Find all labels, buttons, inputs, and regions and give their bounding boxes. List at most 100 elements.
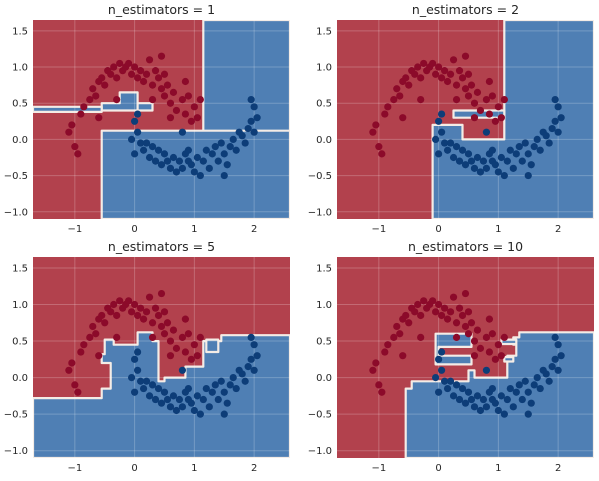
point-class-red bbox=[145, 293, 154, 301]
point-class-blue bbox=[190, 406, 198, 415]
point-class-red bbox=[107, 308, 115, 316]
point-class-blue bbox=[229, 135, 237, 143]
point-class-blue bbox=[220, 410, 228, 418]
point-class-red bbox=[414, 300, 422, 309]
point-class-blue bbox=[435, 388, 443, 396]
point-class-blue bbox=[178, 128, 187, 136]
y-tick-label: 1.0 bbox=[316, 300, 332, 311]
point-class-red bbox=[181, 315, 190, 323]
point-class-red bbox=[151, 67, 160, 75]
point-class-blue bbox=[238, 370, 246, 378]
point-class-red bbox=[65, 128, 73, 136]
point-class-blue bbox=[548, 363, 556, 371]
point-class-red bbox=[157, 322, 166, 331]
x-tick-label: 1 bbox=[495, 463, 501, 474]
point-class-red bbox=[166, 114, 175, 122]
point-class-blue bbox=[521, 377, 529, 385]
point-class-red bbox=[136, 304, 145, 312]
point-class-blue bbox=[199, 395, 207, 404]
point-class-blue bbox=[154, 146, 163, 154]
point-class-red bbox=[131, 300, 139, 309]
point-class-blue bbox=[551, 333, 559, 341]
point-class-red bbox=[390, 333, 398, 341]
point-class-red bbox=[178, 96, 187, 104]
point-class-blue bbox=[133, 110, 142, 118]
point-class-blue bbox=[217, 377, 225, 385]
point-class-red bbox=[452, 81, 461, 89]
point-class-red bbox=[184, 92, 192, 100]
point-class-red bbox=[449, 293, 458, 301]
point-class-blue bbox=[253, 114, 261, 122]
y-tick-label: 0.5 bbox=[316, 99, 332, 110]
point-class-red bbox=[116, 297, 124, 305]
point-class-red bbox=[86, 96, 94, 104]
point-class-blue bbox=[470, 403, 479, 411]
point-class-red bbox=[142, 70, 151, 78]
point-class-red bbox=[435, 63, 443, 71]
point-class-blue bbox=[131, 355, 139, 363]
point-class-blue bbox=[479, 157, 488, 165]
point-class-blue bbox=[220, 150, 228, 158]
point-class-red bbox=[437, 74, 446, 82]
point-class-blue bbox=[154, 384, 163, 393]
point-class-red bbox=[101, 319, 109, 327]
point-class-blue bbox=[437, 110, 446, 118]
subplot-2: n_estimators = 2 −1 0 1 2 −1.0 −0.5 0.0 0.5 1.0 1.… bbox=[308, 2, 594, 235]
point-class-red bbox=[458, 311, 467, 320]
point-class-blue bbox=[515, 143, 523, 151]
subplot-title: n_estimators = 10 bbox=[408, 239, 523, 254]
point-class-red bbox=[417, 311, 425, 320]
point-class-red bbox=[166, 352, 175, 360]
subplot-title: n_estimators = 1 bbox=[108, 2, 215, 17]
point-class-blue bbox=[500, 171, 508, 180]
plot-area bbox=[33, 20, 290, 219]
point-class-red bbox=[455, 67, 464, 75]
point-class-blue bbox=[452, 381, 461, 389]
point-class-red bbox=[369, 366, 377, 374]
region-blue bbox=[503, 356, 515, 363]
point-class-red bbox=[375, 381, 383, 389]
point-class-blue bbox=[133, 348, 142, 356]
point-class-blue bbox=[214, 157, 222, 165]
point-class-red bbox=[172, 344, 181, 352]
point-class-blue bbox=[551, 117, 559, 125]
point-class-red bbox=[473, 326, 482, 334]
point-class-red bbox=[113, 311, 121, 320]
point-class-red bbox=[196, 333, 204, 341]
point-class-red bbox=[402, 74, 410, 82]
point-class-red bbox=[446, 70, 455, 78]
point-class-red bbox=[470, 337, 479, 345]
point-class-red bbox=[113, 96, 121, 104]
point-class-red bbox=[148, 81, 157, 89]
y-tick-label: 0.0 bbox=[316, 373, 332, 384]
point-class-red bbox=[187, 117, 195, 125]
point-class-blue bbox=[208, 150, 216, 158]
point-class-red bbox=[375, 143, 383, 151]
y-tick-label: 0.5 bbox=[12, 99, 28, 110]
region-blue bbox=[202, 20, 290, 134]
point-class-blue bbox=[241, 377, 249, 385]
point-class-red bbox=[190, 103, 198, 111]
point-class-red bbox=[148, 333, 157, 341]
point-class-red bbox=[411, 70, 419, 78]
point-class-red bbox=[110, 63, 118, 71]
point-class-blue bbox=[437, 128, 446, 136]
point-class-blue bbox=[482, 366, 491, 374]
point-class-blue bbox=[187, 161, 195, 169]
point-class-red bbox=[145, 56, 154, 64]
point-class-red bbox=[74, 150, 82, 158]
point-class-blue bbox=[178, 403, 187, 411]
subplot-4: n_estimators = 10 −1 0 1 2 −1.0 −0.5 0.0 0.5 1.0 1… bbox=[308, 239, 594, 474]
y-tick-label: 1.0 bbox=[12, 300, 28, 311]
point-class-blue bbox=[533, 135, 541, 143]
point-class-red bbox=[476, 344, 485, 352]
point-class-red bbox=[160, 92, 169, 100]
point-class-red bbox=[89, 85, 97, 93]
point-class-red bbox=[190, 341, 198, 349]
point-class-red bbox=[435, 300, 443, 309]
point-class-blue bbox=[250, 103, 258, 111]
point-class-blue bbox=[142, 139, 151, 147]
point-class-blue bbox=[247, 355, 255, 363]
y-tick-label: −0.5 bbox=[308, 410, 332, 421]
point-class-red bbox=[491, 117, 499, 125]
